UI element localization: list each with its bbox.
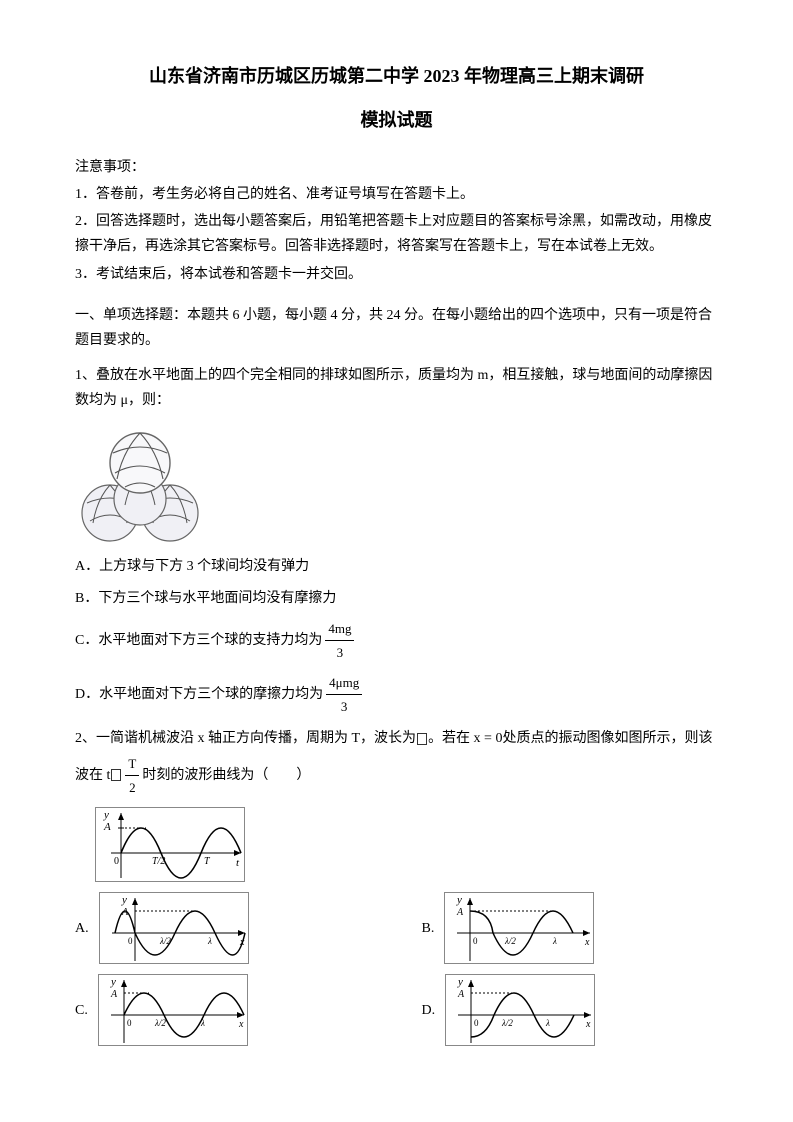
q2-option-b: B. y A x 0 λ/2 λ xyxy=(422,892,719,964)
volleyball-figure xyxy=(75,421,210,546)
svg-text:λ/2: λ/2 xyxy=(501,1018,513,1028)
q2-opta-label: A. xyxy=(75,916,89,941)
q2-option-c: C. y A x 0 λ/2 λ xyxy=(75,974,372,1046)
svg-text:x: x xyxy=(584,937,590,948)
placeholder-char-icon xyxy=(417,733,427,745)
placeholder-char-icon xyxy=(111,769,121,781)
svg-text:A: A xyxy=(457,989,465,1000)
q1-optd-pre: D．水平地面对下方三个球的摩擦力均为 xyxy=(75,682,323,707)
question-2: 2、一简谐机械波沿 x 轴正方向传播，周期为 T，波长为。若在 x = 0处质点… xyxy=(75,726,718,1046)
q1-optc-den: 3 xyxy=(334,641,347,664)
page-title-line2: 模拟试题 xyxy=(75,104,718,136)
page-title-line1: 山东省济南市历城区历城第二中学 2023 年物理高三上期末调研 xyxy=(75,60,718,92)
section-1-header: 一、单项选择题：本题共 6 小题，每小题 4 分，共 24 分。在每小题给出的四… xyxy=(75,303,718,353)
q2-optd-graph: y A x 0 λ/2 λ xyxy=(445,974,595,1046)
svg-text:λ: λ xyxy=(552,936,557,946)
svg-text:y: y xyxy=(103,809,109,821)
q1-optc-pre: C．水平地面对下方三个球的支持力均为 xyxy=(75,628,322,653)
question-1: 1、叠放在水平地面上的四个完全相同的排球如图所示，质量均为 m，相互接触，球与地… xyxy=(75,363,718,718)
svg-text:A: A xyxy=(456,907,464,918)
q2-text: 2、一简谐机械波沿 x 轴正方向传播，周期为 T，波长为。若在 x = 0处质点… xyxy=(75,726,718,799)
q2-text-pre: 2、一简谐机械波沿 x 轴正方向传播，周期为 T，波长为 xyxy=(75,731,416,746)
q1-opta-text: A．上方球与下方 3 个球间均没有弹力 xyxy=(75,554,309,579)
q1-option-a: A．上方球与下方 3 个球间均没有弹力 xyxy=(75,554,718,579)
q1-text: 1、叠放在水平地面上的四个完全相同的排球如图所示，质量均为 m，相互接触，球与地… xyxy=(75,363,718,413)
svg-text:A: A xyxy=(110,989,118,1000)
notes-block: 注意事项： 1．答卷前，考生务必将自己的姓名、准考证号填写在答题卡上。 2．回答… xyxy=(75,155,718,287)
q1-optd-fraction: 4μmg 3 xyxy=(326,671,362,719)
q2-opta-graph: y A x 0 λ/2 λ xyxy=(99,892,249,964)
svg-text:0: 0 xyxy=(473,936,478,946)
svg-text:0: 0 xyxy=(128,936,133,946)
q1-optb-text: B．下方三个球与水平地面间均没有摩擦力 xyxy=(75,586,336,611)
q2-optd-label: D. xyxy=(422,998,436,1023)
svg-text:y: y xyxy=(456,894,462,906)
svg-text:0: 0 xyxy=(474,1018,479,1028)
svg-text:x: x xyxy=(585,1019,591,1030)
q2-optc-label: C. xyxy=(75,998,88,1023)
svg-text:t: t xyxy=(236,857,240,869)
q2-options-grid: A. y A x 0 λ/2 λ B. xyxy=(75,892,718,1046)
svg-text:0: 0 xyxy=(127,1018,132,1028)
q2-optb-graph: y A x 0 λ/2 λ xyxy=(444,892,594,964)
q2-main-graph: A y t 0 T/2 T xyxy=(95,807,245,882)
notes-item-2: 2．回答选择题时，选出每小题答案后，用铅笔把答题卡上对应题目的答案标号涂黑，如需… xyxy=(75,209,718,259)
q1-option-b: B．下方三个球与水平地面间均没有摩擦力 xyxy=(75,586,718,611)
q1-optd-den: 3 xyxy=(338,695,351,718)
svg-text:A: A xyxy=(103,821,111,833)
q2-frac-num: T xyxy=(125,752,139,776)
svg-text:y: y xyxy=(457,976,463,988)
notes-header: 注意事项： xyxy=(75,155,718,180)
q1-optd-num: 4μmg xyxy=(326,671,362,695)
svg-text:T: T xyxy=(204,856,211,867)
svg-text:y: y xyxy=(110,976,116,988)
notes-item-1: 1．答卷前，考生务必将自己的姓名、准考证号填写在答题卡上。 xyxy=(75,182,718,207)
svg-text:x: x xyxy=(238,1019,244,1030)
svg-text:λ/2: λ/2 xyxy=(504,936,516,946)
q2-option-a: A. y A x 0 λ/2 λ xyxy=(75,892,372,964)
q2-text-post: 时刻的波形曲线为（ ） xyxy=(142,768,310,783)
q2-optc-graph: y A x 0 λ/2 λ xyxy=(98,974,248,1046)
ball-top xyxy=(110,433,170,493)
q1-option-c: C．水平地面对下方三个球的支持力均为 4mg 3 xyxy=(75,617,718,665)
q2-frac-den: 2 xyxy=(126,776,139,799)
svg-text:y: y xyxy=(121,894,127,906)
svg-text:λ: λ xyxy=(207,936,212,946)
q2-optb-label: B. xyxy=(422,916,435,941)
notes-item-3: 3．考试结束后，将本试卷和答题卡一并交回。 xyxy=(75,262,718,287)
q2-option-d: D. y A x 0 λ/2 λ xyxy=(422,974,719,1046)
q1-option-d: D．水平地面对下方三个球的摩擦力均为 4μmg 3 xyxy=(75,671,718,719)
svg-text:λ: λ xyxy=(545,1018,550,1028)
svg-text:0: 0 xyxy=(114,856,119,867)
q1-optc-num: 4mg xyxy=(325,617,354,641)
q2-text-fraction: T2 xyxy=(125,752,139,800)
svg-text:λ/2: λ/2 xyxy=(154,1018,166,1028)
q1-optc-fraction: 4mg 3 xyxy=(325,617,354,665)
